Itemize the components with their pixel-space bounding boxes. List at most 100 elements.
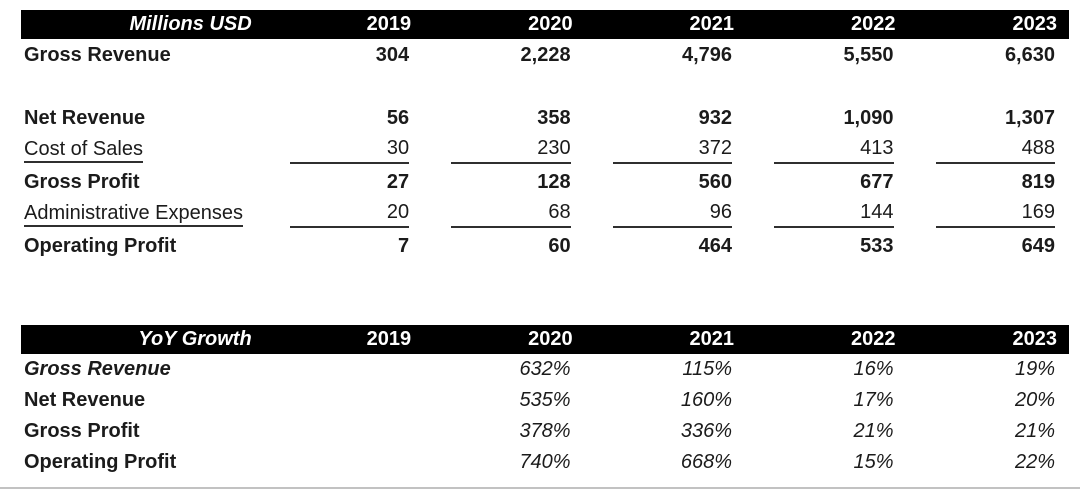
row-label: Net Revenue bbox=[24, 389, 146, 411]
table-title-millions-usd: Millions USD bbox=[129, 13, 252, 35]
blank-cell bbox=[908, 71, 1070, 102]
value-cell: 819 bbox=[1021, 170, 1055, 193]
underlined-value: 96 bbox=[612, 201, 733, 228]
row-operating-profit: Operating Profit 7 60 464 533 649 bbox=[21, 230, 1069, 262]
value-cell: 488 bbox=[908, 134, 1070, 166]
value-cell: 15% bbox=[853, 451, 894, 473]
value-cell: 4,796 bbox=[681, 43, 733, 66]
value-cell: 304 bbox=[375, 43, 410, 66]
underlined-value: 413 bbox=[774, 137, 894, 164]
value-cell bbox=[262, 416, 423, 447]
year-header-2023: 2023 bbox=[1012, 328, 1058, 350]
yoy-table-header: YoY Growth 2019 2020 2021 2022 2023 bbox=[21, 325, 1069, 354]
value-cell: 372 bbox=[585, 134, 746, 166]
value-cell: 30 bbox=[262, 134, 423, 166]
value-cell: 169 bbox=[908, 198, 1070, 230]
value-cell: 2,228 bbox=[520, 43, 571, 66]
year-header-2022: 2022 bbox=[851, 328, 896, 350]
value-cell: 230 bbox=[423, 134, 584, 166]
value-cell bbox=[262, 385, 423, 416]
underlined-label: Administrative Expenses bbox=[24, 202, 243, 227]
value-cell: 1,090 bbox=[843, 106, 894, 129]
value-cell: 68 bbox=[423, 198, 584, 230]
value-cell: 336% bbox=[680, 420, 733, 442]
value-cell: 56 bbox=[386, 106, 410, 129]
value-cell: 632% bbox=[519, 358, 571, 380]
underlined-label: Cost of Sales bbox=[24, 138, 143, 163]
row-label: Administrative Expenses bbox=[21, 198, 262, 230]
row-net-revenue-yoy: Net Revenue 535% 160% 17% 20% bbox=[21, 385, 1069, 416]
value-cell: 21% bbox=[1014, 420, 1055, 442]
millions-table-header: Millions USD 2019 2020 2021 2022 2023 bbox=[21, 10, 1069, 39]
row-label: Cost of Sales bbox=[21, 134, 262, 166]
year-header-2021: 2021 bbox=[689, 13, 735, 35]
value-cell: 535% bbox=[519, 389, 571, 411]
year-header-2019: 2019 bbox=[366, 13, 412, 35]
value-cell: 358 bbox=[537, 106, 571, 129]
value-cell: 19% bbox=[1014, 358, 1055, 380]
value-cell: 1,307 bbox=[1004, 106, 1055, 129]
value-cell: 20 bbox=[262, 198, 423, 230]
value-cell: 160% bbox=[680, 389, 733, 411]
row-label: Gross Revenue bbox=[24, 43, 171, 66]
value-cell: 144 bbox=[746, 198, 907, 230]
value-cell: 413 bbox=[746, 134, 907, 166]
blank-cell bbox=[585, 71, 746, 102]
row-label: Gross Profit bbox=[24, 170, 140, 193]
value-cell: 21% bbox=[853, 420, 894, 442]
value-cell: 128 bbox=[537, 170, 571, 193]
value-cell: 27 bbox=[386, 170, 410, 193]
value-cell: 60 bbox=[548, 234, 571, 257]
row-label: Operating Profit bbox=[24, 234, 177, 257]
value-cell: 96 bbox=[585, 198, 746, 230]
value-cell: 7 bbox=[398, 234, 410, 257]
value-cell: 16% bbox=[853, 358, 894, 380]
year-header-2023: 2023 bbox=[1012, 13, 1058, 35]
row-label: Operating Profit bbox=[24, 451, 177, 473]
row-operating-profit-yoy: Operating Profit 740% 668% 15% 22% bbox=[21, 447, 1069, 478]
year-header-2019: 2019 bbox=[366, 328, 412, 350]
row-net-revenue: Net Revenue 56 358 932 1,090 1,307 bbox=[21, 102, 1069, 134]
row-cost-of-sales: Cost of Sales 30 230 372 413 488 bbox=[21, 134, 1069, 166]
value-cell: 464 bbox=[698, 234, 733, 257]
year-header-2022: 2022 bbox=[851, 13, 896, 35]
underlined-value: 144 bbox=[774, 201, 894, 228]
underlined-value: 230 bbox=[451, 137, 571, 164]
millions-usd-table: Millions USD 2019 2020 2021 2022 2023 Gr… bbox=[21, 10, 1069, 262]
value-cell: 5,550 bbox=[843, 43, 894, 66]
value-cell bbox=[262, 354, 423, 385]
underlined-value: 68 bbox=[451, 201, 571, 228]
value-cell: 649 bbox=[1021, 234, 1055, 257]
value-cell: 17% bbox=[853, 389, 894, 411]
blank-cell bbox=[262, 71, 423, 102]
table-title-yoy-growth: YoY Growth bbox=[138, 328, 252, 350]
row-gross-profit: Gross Profit 27 128 560 677 819 bbox=[21, 166, 1069, 198]
blank-cell bbox=[746, 71, 907, 102]
underlined-value: 488 bbox=[935, 137, 1055, 164]
blank-cell bbox=[423, 71, 584, 102]
value-cell: 932 bbox=[698, 106, 733, 129]
row-gross-revenue-yoy: Gross Revenue 632% 115% 16% 19% bbox=[21, 354, 1069, 385]
value-cell: 668% bbox=[680, 451, 733, 473]
value-cell: 677 bbox=[860, 170, 894, 193]
year-header-2020: 2020 bbox=[528, 13, 573, 35]
underlined-value: 30 bbox=[289, 137, 410, 164]
row-label: Net Revenue bbox=[24, 106, 146, 129]
underlined-value: 169 bbox=[935, 201, 1055, 228]
year-header-2021: 2021 bbox=[689, 328, 735, 350]
value-cell: 740% bbox=[519, 451, 571, 473]
row-label: Gross Revenue bbox=[24, 358, 171, 380]
row-gross-revenue: Gross Revenue 304 2,228 4,796 5,550 6,63… bbox=[21, 39, 1069, 71]
blank-cell bbox=[21, 71, 262, 102]
value-cell: 22% bbox=[1014, 451, 1055, 473]
row-gross-profit-yoy: Gross Profit 378% 336% 21% 21% bbox=[21, 416, 1069, 447]
yoy-growth-table: YoY Growth 2019 2020 2021 2022 2023 Gros… bbox=[21, 325, 1069, 478]
row-label: Gross Profit bbox=[24, 420, 140, 442]
underlined-value: 20 bbox=[289, 201, 410, 228]
spacer-row bbox=[21, 71, 1069, 102]
value-cell: 533 bbox=[860, 234, 894, 257]
underlined-value: 372 bbox=[612, 137, 733, 164]
value-cell: 6,630 bbox=[1004, 43, 1055, 66]
value-cell bbox=[262, 447, 423, 478]
